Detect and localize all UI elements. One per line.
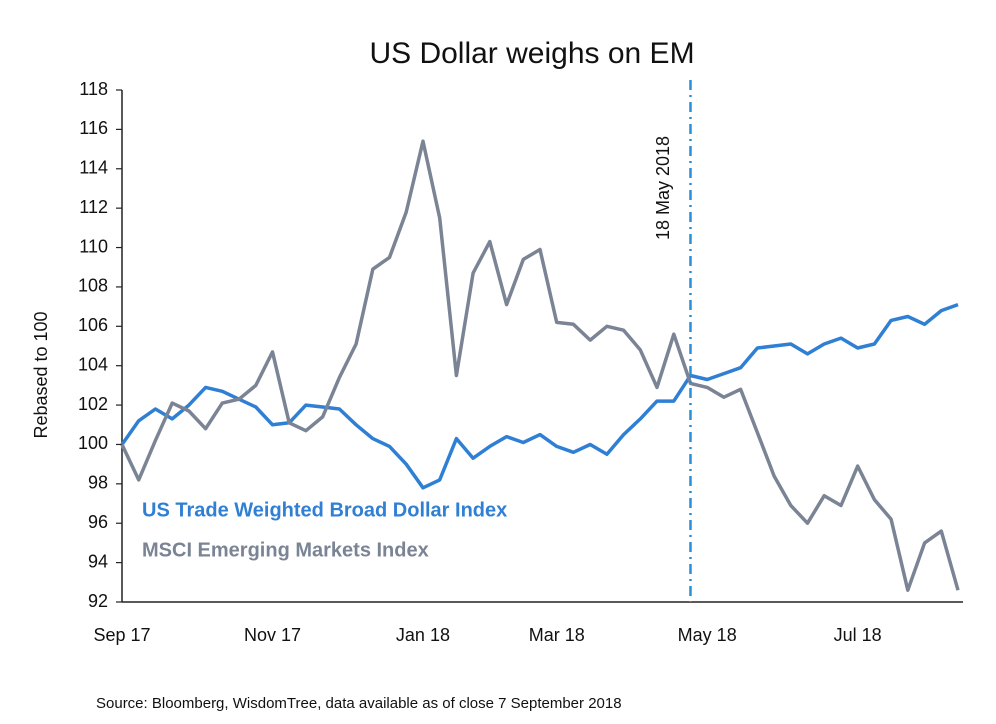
source-note: Source: Bloomberg, WisdomTree, data avai…	[96, 695, 622, 712]
data-line	[120, 302, 959, 490]
legend-label: US Trade Weighted Broad Dollar Index	[142, 499, 507, 521]
x-tick-label: Sep 17	[93, 625, 150, 645]
annotation-label: 18 May 2018	[653, 136, 673, 240]
y-tick-label: 118	[79, 79, 108, 99]
y-tick-label: 108	[78, 276, 108, 296]
chart-title: US Dollar weighs on EM	[369, 37, 694, 70]
x-tick-label: May 18	[678, 625, 737, 645]
y-tick-label: 98	[88, 473, 108, 493]
y-tick-label: 92	[88, 591, 108, 611]
legend-label: MSCI Emerging Markets Index	[142, 539, 429, 561]
y-tick-label: 100	[78, 433, 108, 453]
y-tick-label: 94	[88, 551, 108, 571]
x-tick-label: Mar 18	[529, 625, 585, 645]
y-tick-label: 114	[79, 158, 108, 178]
x-tick-label: Nov 17	[244, 625, 301, 645]
y-tick-label: 116	[79, 118, 108, 138]
y-tick-label: 110	[79, 236, 108, 256]
y-tick-label: 104	[78, 354, 108, 374]
x-tick-label: Jan 18	[396, 625, 450, 645]
y-tick-label: 112	[79, 197, 108, 217]
y-tick-label: 96	[88, 512, 108, 532]
x-tick-label: Jul 18	[834, 625, 882, 645]
data-line	[120, 139, 960, 592]
y-axis-label: Rebased to 100	[31, 311, 51, 438]
y-tick-label: 102	[78, 394, 108, 414]
y-tick-label: 106	[78, 315, 108, 335]
